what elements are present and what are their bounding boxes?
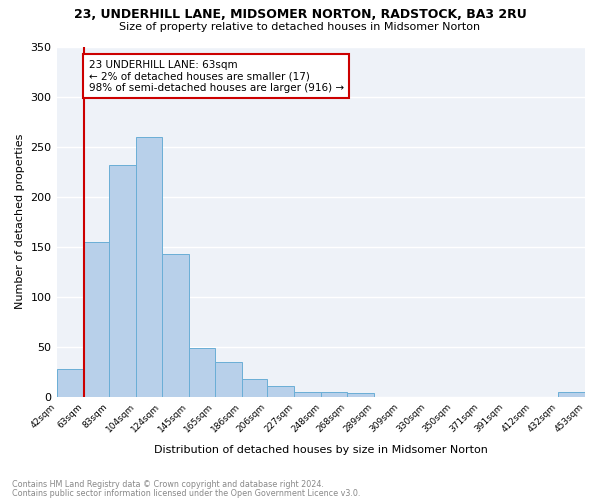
Text: Contains public sector information licensed under the Open Government Licence v3: Contains public sector information licen… xyxy=(12,488,361,498)
Text: Contains HM Land Registry data © Crown copyright and database right 2024.: Contains HM Land Registry data © Crown c… xyxy=(12,480,324,489)
Bar xyxy=(295,392,322,397)
Bar xyxy=(322,392,347,397)
Bar xyxy=(83,242,109,397)
Text: 23, UNDERHILL LANE, MIDSOMER NORTON, RADSTOCK, BA3 2RU: 23, UNDERHILL LANE, MIDSOMER NORTON, RAD… xyxy=(74,8,526,20)
Bar xyxy=(56,369,83,397)
Bar xyxy=(242,379,268,397)
Bar xyxy=(136,136,162,397)
Bar xyxy=(558,392,585,397)
Text: 23 UNDERHILL LANE: 63sqm
← 2% of detached houses are smaller (17)
98% of semi-de: 23 UNDERHILL LANE: 63sqm ← 2% of detache… xyxy=(89,60,344,92)
Bar xyxy=(189,348,215,397)
Bar xyxy=(347,393,374,397)
X-axis label: Distribution of detached houses by size in Midsomer Norton: Distribution of detached houses by size … xyxy=(154,445,488,455)
Y-axis label: Number of detached properties: Number of detached properties xyxy=(15,134,25,310)
Text: Size of property relative to detached houses in Midsomer Norton: Size of property relative to detached ho… xyxy=(119,22,481,32)
Bar xyxy=(162,254,189,397)
Bar xyxy=(109,164,136,397)
Bar xyxy=(268,386,295,397)
Bar xyxy=(215,362,242,397)
